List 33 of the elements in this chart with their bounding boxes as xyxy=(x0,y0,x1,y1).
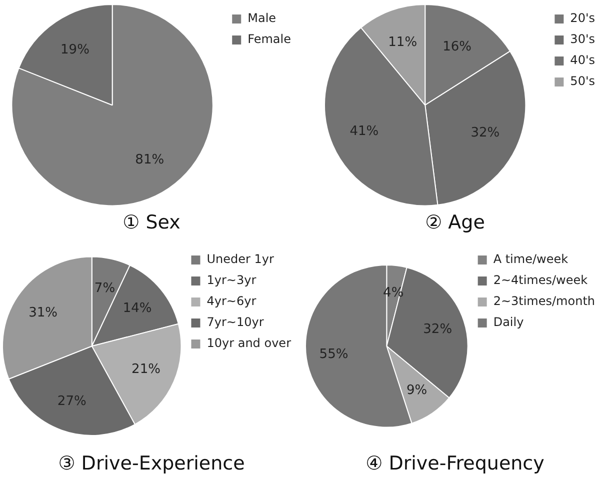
legend-label: 7yr~10yr xyxy=(206,315,264,330)
legend-label: 2~3times/month xyxy=(493,294,596,308)
data-label: 21% xyxy=(132,362,160,377)
text: ① Sex xyxy=(122,212,180,234)
text: ③ Drive-Experience xyxy=(58,452,245,475)
data-label: 27% xyxy=(57,394,86,409)
text: ② Age xyxy=(425,212,485,234)
legend-label: 30's xyxy=(570,32,596,46)
legend-label: 1yr~3yr xyxy=(206,273,256,288)
legend-label: 50's xyxy=(570,74,596,88)
legend-label: 2~4times/week xyxy=(493,273,588,288)
text: ④ Drive-Frequency xyxy=(366,452,544,475)
legend-label: 40's xyxy=(570,53,596,68)
legend-label: Uneder 1yr xyxy=(206,252,274,266)
data-label: 31% xyxy=(28,305,58,320)
legend-label: A time/week xyxy=(493,252,568,266)
data-label: 14% xyxy=(122,300,152,316)
data-label: 9% xyxy=(406,382,428,398)
data-label: 32% xyxy=(470,126,500,141)
data-label: 19% xyxy=(60,42,90,58)
data-label: 32% xyxy=(423,322,452,337)
legend-label: 10yr and over xyxy=(206,336,292,350)
legend-label: Male xyxy=(248,11,276,26)
data-label: 55% xyxy=(319,346,348,362)
data-label: 11% xyxy=(388,35,418,50)
legend-label: Female xyxy=(248,32,291,46)
data-label: 16% xyxy=(442,39,472,54)
data-label: 7% xyxy=(94,280,116,296)
data-label: 41% xyxy=(350,124,379,139)
legend-label: 4yr~6yr xyxy=(206,294,256,308)
legend-label: 20's xyxy=(570,11,596,26)
data-label: 81% xyxy=(135,152,164,168)
legend-label: Daily xyxy=(493,315,524,330)
